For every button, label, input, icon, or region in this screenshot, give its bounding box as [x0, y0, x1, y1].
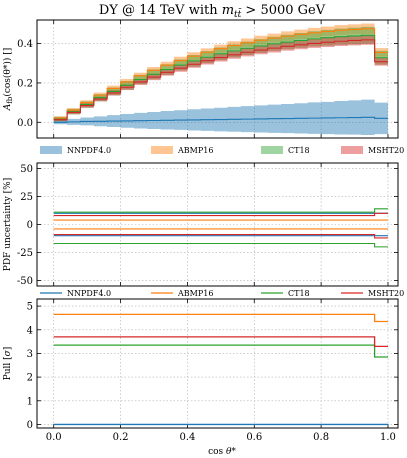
pull-line-msht20 [53, 336, 388, 347]
line-ct18 [53, 34, 388, 120]
y-axis-label: Pull [σ] [3, 347, 13, 381]
upper-msht20 [53, 212, 388, 217]
line-abmp16 [53, 28, 388, 119]
pdf-uncertainty-legend: NNPDF4.0 ABMP16 CT18 MSHT20 [40, 289, 404, 298]
axes-frame [36, 162, 399, 287]
y-tick-label: 25 [20, 192, 33, 203]
pdf-uncertainty-panel: -50 -25 0 25 50 PDF uncertainty [%] [3, 162, 399, 287]
legend-label-ct18: CT18 [288, 146, 310, 155]
legend-label-ct18: CT18 [288, 289, 310, 298]
band-msht20 [53, 34, 388, 122]
legend-label-msht20: MSHT20 [368, 146, 404, 155]
asymmetry-legend: NNPDF4.0 ABMP16 CT18 MSHT20 [40, 146, 404, 155]
lower-ct18 [53, 242, 388, 248]
legend-label-msht20: MSHT20 [368, 289, 404, 298]
x-tick-label: 1.0 [380, 432, 396, 443]
band-abmp16 [53, 23, 388, 120]
x-axis-label: cos θ* [208, 447, 236, 457]
x-tick-label: 0.6 [246, 432, 262, 443]
y-tick-label: 0.4 [17, 39, 33, 50]
axes-frame [36, 298, 399, 429]
y-axis-label: Afb(cos(θ*)) [] [2, 48, 14, 112]
y-tick-label: 0 [27, 220, 33, 231]
band-nnpdf4-0 [53, 99, 388, 136]
y-axis-label: PDF uncertainty [%] [3, 178, 13, 271]
x-tick-label: 0.0 [46, 432, 62, 443]
line-msht20 [53, 39, 388, 121]
x-tick-label: 0.4 [179, 432, 195, 443]
legend-label-nnpdf4-0: NNPDF4.0 [67, 146, 111, 155]
y-tick-label: 3 [27, 349, 33, 360]
legend-label-nnpdf4-0: NNPDF4.0 [67, 289, 111, 298]
axes-frame [36, 19, 399, 139]
y-tick-label: 5 [27, 302, 33, 313]
x-tick-label: 0.2 [113, 432, 129, 443]
y-tick-label: -25 [17, 248, 33, 259]
y-tick-label: 1 [27, 396, 33, 407]
line-nnpdf4-0 [53, 116, 388, 123]
legend-swatch-nnpdf4-0 [40, 146, 62, 154]
lower-msht20 [53, 234, 388, 239]
legend-swatch-msht20 [341, 146, 363, 154]
pull-panel: 0 1 2 3 4 5 0.0 0.2 0.4 0.6 0.8 1.0 Pull [σ] [3, 298, 399, 443]
upper-ct18 [53, 208, 388, 213]
legend-label-abmp16: ABMP16 [177, 289, 213, 298]
y-tick-label: 2 [27, 373, 33, 384]
y-tick-label: 0.0 [17, 118, 33, 129]
legend-swatch-abmp16 [151, 146, 173, 154]
y-tick-label: 4 [27, 325, 33, 336]
pull-line-abmp16 [53, 313, 388, 323]
y-tick-label: 0 [27, 420, 33, 431]
y-tick-label: 50 [20, 164, 33, 175]
pull-line-ct18 [53, 344, 388, 358]
x-tick-label: 0.8 [313, 432, 329, 443]
y-tick-label: 0.2 [17, 78, 33, 89]
legend-label-abmp16: ABMP16 [177, 146, 213, 155]
y-tick-label: -50 [17, 276, 33, 287]
legend-swatch-ct18 [261, 146, 283, 154]
chart-title: DY @ 14 TeV with mtt̄ > 5000 GeV [99, 3, 326, 20]
